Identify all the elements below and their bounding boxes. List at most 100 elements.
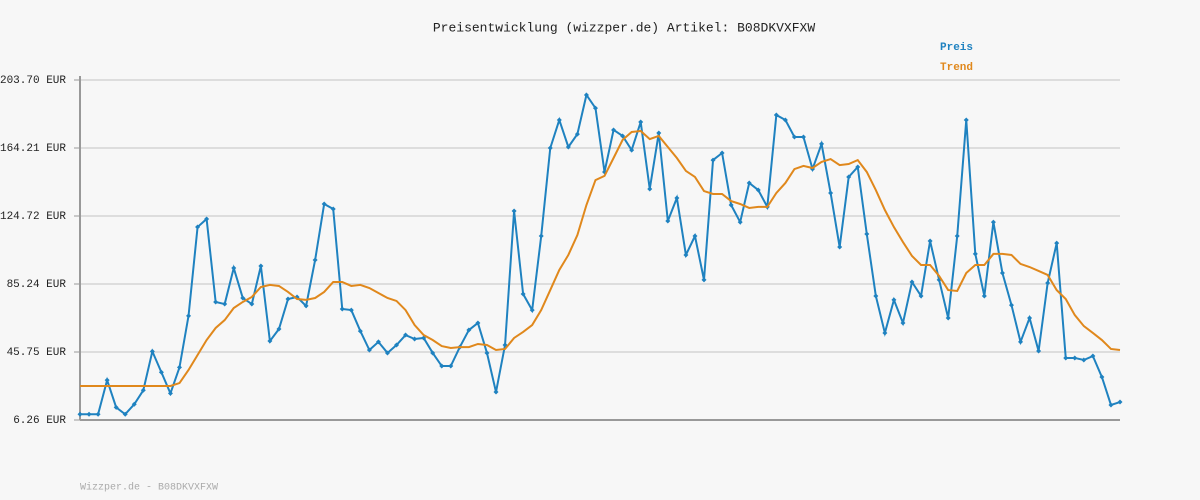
- point: [846, 174, 852, 180]
- point: [565, 144, 571, 150]
- point: [1072, 355, 1078, 361]
- point: [222, 301, 228, 307]
- point: [1036, 348, 1042, 354]
- point: [547, 145, 553, 151]
- point: [113, 404, 119, 410]
- y-tick-label: 124.72 EUR: [0, 211, 66, 223]
- point: [583, 92, 589, 98]
- point: [384, 350, 390, 356]
- point: [1081, 357, 1087, 363]
- point: [430, 350, 436, 356]
- point: [1008, 302, 1014, 308]
- point: [819, 141, 825, 147]
- point: [77, 411, 83, 417]
- point: [710, 157, 716, 163]
- point: [86, 411, 92, 417]
- point: [122, 411, 128, 417]
- point: [945, 315, 951, 321]
- point: [186, 313, 192, 319]
- point: [403, 332, 409, 338]
- point: [375, 339, 381, 345]
- point: [990, 219, 996, 225]
- point: [755, 187, 761, 193]
- point: [746, 180, 752, 186]
- point: [791, 134, 797, 140]
- point: [927, 238, 933, 244]
- point: [213, 299, 219, 305]
- point: [1063, 355, 1069, 361]
- point: [882, 330, 888, 336]
- point: [140, 387, 146, 393]
- point: [972, 251, 978, 257]
- point: [285, 296, 291, 302]
- line-preis: [80, 92, 1121, 416]
- point: [909, 279, 915, 285]
- point: [674, 195, 680, 201]
- point: [1045, 280, 1051, 286]
- footer: Wizzper.de - B08DKVXFXW: [80, 482, 218, 494]
- point: [828, 190, 834, 196]
- point: [918, 293, 924, 299]
- point: [855, 164, 861, 170]
- point: [900, 320, 906, 326]
- y-tick-label: 164.21 EUR: [0, 143, 66, 155]
- point: [529, 307, 535, 313]
- point: [267, 338, 273, 344]
- point: [574, 131, 580, 137]
- point: [963, 117, 969, 123]
- point: [592, 105, 598, 111]
- point: [864, 231, 870, 237]
- y-tick-label: 6.26 EUR: [13, 415, 66, 427]
- point: [1027, 315, 1033, 321]
- y-tick-label: 45.75 EUR: [7, 347, 67, 359]
- point: [520, 291, 526, 297]
- point: [167, 390, 173, 396]
- point: [1090, 353, 1096, 359]
- point: [665, 218, 671, 224]
- point: [511, 208, 517, 214]
- point: [1108, 402, 1114, 408]
- point: [303, 303, 309, 309]
- point: [873, 293, 879, 299]
- chart-title: Preisentwicklung (wizzper.de) Artikel: B…: [433, 20, 815, 35]
- point: [466, 327, 472, 333]
- point: [1054, 240, 1060, 246]
- point: [981, 293, 987, 299]
- point: [737, 219, 743, 225]
- point: [321, 201, 327, 207]
- point: [538, 233, 544, 239]
- point: [891, 297, 897, 303]
- point: [330, 206, 336, 212]
- point: [204, 216, 210, 222]
- point: [728, 202, 734, 208]
- point: [394, 342, 400, 348]
- point: [954, 233, 960, 239]
- point: [1018, 339, 1024, 345]
- point: [629, 147, 635, 153]
- point: [638, 119, 644, 125]
- point: [149, 348, 155, 354]
- point: [348, 307, 354, 313]
- point: [999, 270, 1005, 276]
- point: [95, 411, 101, 417]
- point: [683, 252, 689, 258]
- point: [366, 347, 372, 353]
- point: [556, 117, 562, 123]
- point: [1117, 399, 1123, 405]
- point: [176, 364, 182, 370]
- point: [647, 186, 653, 192]
- point: [837, 244, 843, 250]
- point: [719, 150, 725, 156]
- point: [692, 233, 698, 239]
- point: [312, 257, 318, 263]
- point: [800, 134, 806, 140]
- point: [339, 306, 345, 312]
- point: [656, 130, 662, 136]
- point: [1099, 374, 1105, 380]
- point: [484, 350, 490, 356]
- point: [131, 401, 137, 407]
- point: [276, 326, 282, 332]
- y-tick-label: 85.24 EUR: [7, 279, 67, 291]
- legend-label: Trend: [940, 62, 973, 74]
